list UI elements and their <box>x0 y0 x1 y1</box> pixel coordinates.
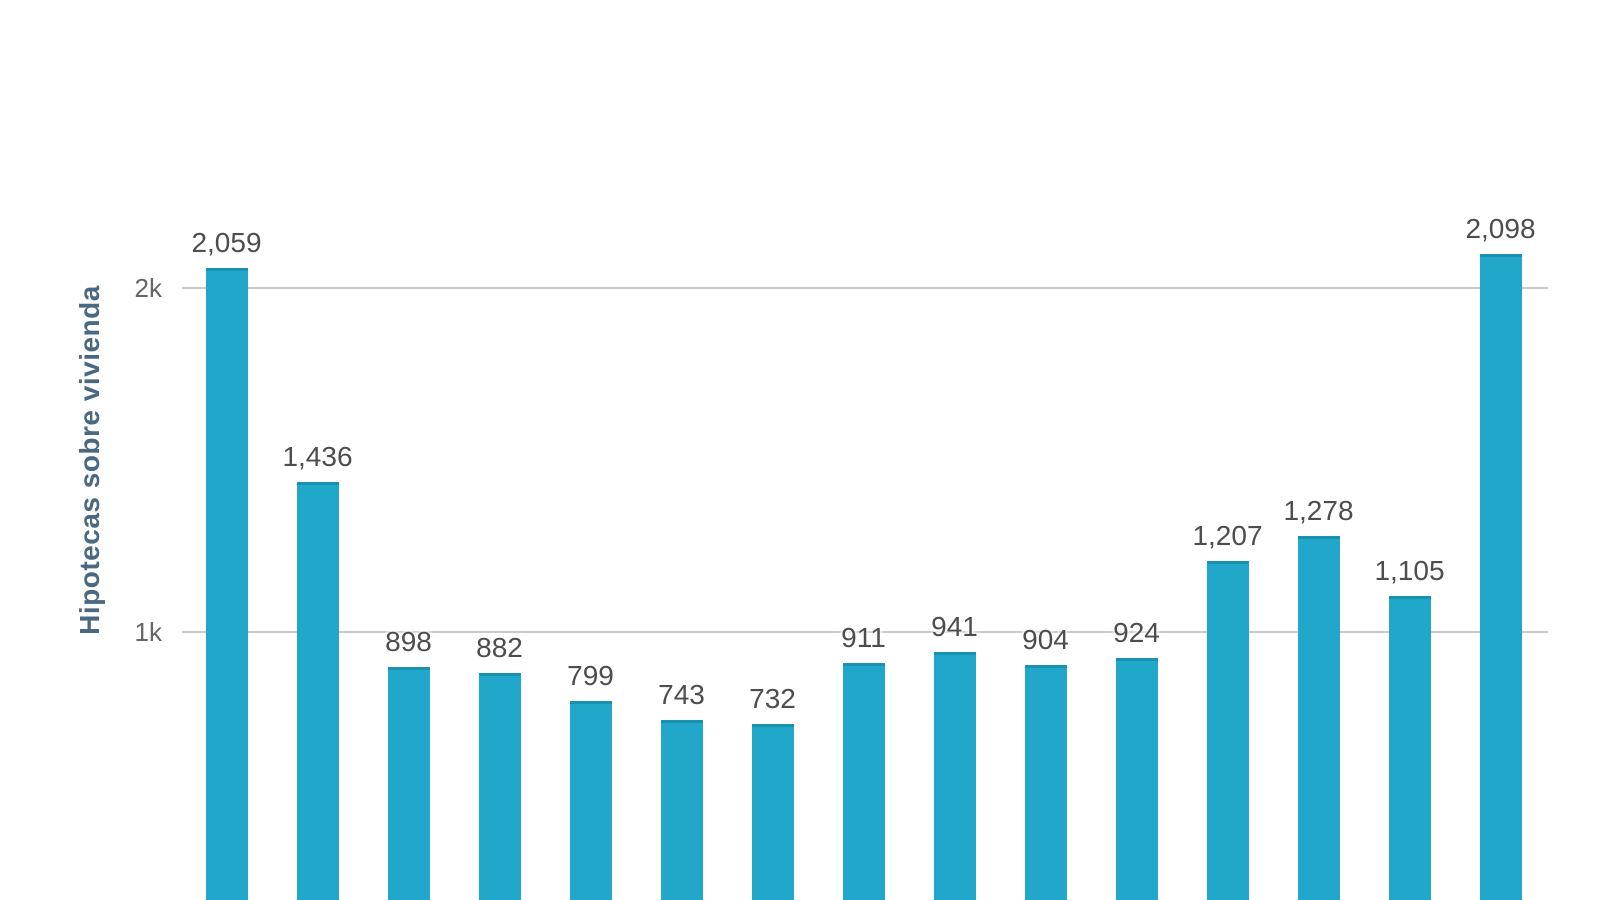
bar[interactable] <box>660 720 703 900</box>
bar-value-label: 904 <box>1022 624 1069 656</box>
bar-value-label: 1,278 <box>1283 495 1354 527</box>
bar-value-label: 743 <box>658 679 705 711</box>
bar[interactable] <box>1388 595 1431 900</box>
bar[interactable] <box>1297 536 1340 900</box>
bar[interactable] <box>296 482 339 900</box>
y-tick-label-2k: 2k <box>134 273 162 303</box>
bar-value-label: 924 <box>1113 617 1160 649</box>
bar-value-label: 941 <box>931 611 978 643</box>
bar[interactable] <box>751 724 794 900</box>
bar[interactable] <box>387 667 430 900</box>
bar-value-label: 2,059 <box>191 226 262 258</box>
bar[interactable] <box>478 672 521 900</box>
bar-value-label: 898 <box>385 626 432 658</box>
gridline-1k <box>182 631 1548 633</box>
bar-value-label: 1,207 <box>1192 519 1263 551</box>
bar[interactable] <box>1024 665 1067 900</box>
bar-value-label: 1,105 <box>1374 554 1445 586</box>
bar[interactable] <box>1115 658 1158 900</box>
y-axis-title: Hipotecas sobre vivienda <box>74 285 105 635</box>
bar-value-label: 911 <box>841 621 886 653</box>
bar-value-label: 2,098 <box>1465 213 1536 245</box>
bar-value-label: 1,436 <box>282 441 353 473</box>
bar[interactable] <box>933 652 976 900</box>
y-tick-label-1k: 1k <box>134 617 162 647</box>
bar[interactable] <box>1206 560 1249 900</box>
gridline-2k <box>182 287 1548 289</box>
bar[interactable] <box>1479 254 1522 900</box>
bar[interactable] <box>205 267 248 900</box>
bar-value-label: 882 <box>476 631 523 663</box>
bar[interactable] <box>842 662 885 900</box>
bar[interactable] <box>569 701 612 900</box>
bar-value-label: 732 <box>749 683 796 715</box>
bar-value-label: 799 <box>567 660 614 692</box>
